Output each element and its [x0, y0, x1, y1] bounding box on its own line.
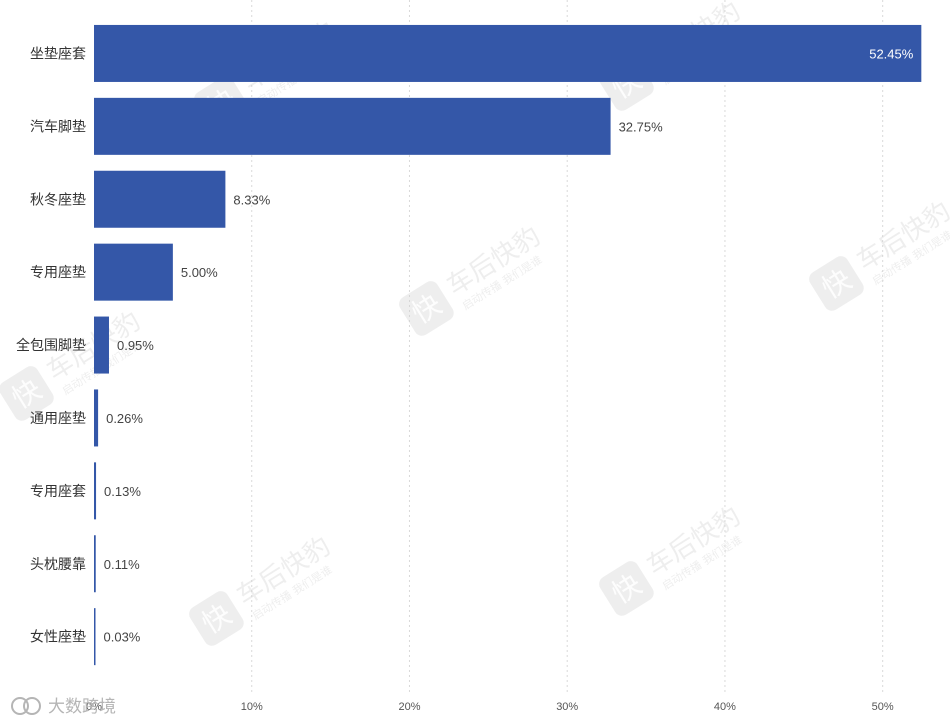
- watermark-logo-icon: [399, 281, 454, 336]
- category-label-8: 女性座垫: [30, 629, 86, 646]
- x-tick-label-2: 20%: [398, 701, 420, 713]
- bar-8: [94, 608, 96, 666]
- bar-1: [94, 97, 611, 155]
- footer-brand: 大数跨境: [11, 697, 116, 717]
- watermark-logo-icon: [189, 591, 244, 646]
- value-label-0: 52.45%: [869, 46, 914, 61]
- value-label-1: 32.75%: [619, 119, 664, 134]
- value-label-4: 0.95%: [117, 338, 154, 353]
- x-tick-label-3: 30%: [556, 701, 578, 713]
- category-label-7: 头枕腰靠: [30, 557, 86, 573]
- x-tick-label-4: 40%: [714, 701, 736, 713]
- category-label-4: 全包围脚垫: [16, 337, 86, 354]
- category-label-2: 秋冬座垫: [30, 192, 86, 208]
- x-axis-ticks: 0% 10% 20% 30% 40% 50%: [86, 701, 894, 713]
- brand-logo-icon: [11, 697, 41, 715]
- bar-7: [94, 535, 96, 593]
- bar-6: [94, 462, 97, 520]
- value-label-2: 8.33%: [233, 192, 270, 207]
- category-label-3: 专用座垫: [30, 265, 86, 281]
- bar-2: [94, 170, 226, 228]
- x-tick-label-1: 10%: [241, 701, 263, 713]
- bar-0: [94, 24, 922, 82]
- category-label-0: 坐垫座套: [30, 46, 86, 62]
- value-labels: 52.45% 32.75% 8.33% 5.00% 0.95% 0.26% 0.13% 0.1…: [104, 46, 914, 644]
- brand-text: 大数跨境: [48, 697, 116, 717]
- category-label-6: 专用座套: [30, 484, 86, 500]
- bar-4: [94, 316, 109, 374]
- value-label-8: 0.03%: [104, 630, 141, 645]
- watermark-logo-icon: [0, 366, 54, 421]
- value-label-5: 0.26%: [106, 411, 143, 426]
- bar-3: [94, 243, 173, 301]
- bar-5: [94, 389, 99, 447]
- value-label-7: 0.11%: [104, 557, 140, 572]
- value-label-6: 0.13%: [104, 484, 141, 499]
- bars: [94, 24, 922, 666]
- value-label-3: 5.00%: [181, 265, 218, 280]
- x-tick-label-0: 0%: [86, 701, 102, 713]
- x-tick-label-5: 50%: [872, 701, 894, 713]
- category-label-5: 通用座垫: [30, 411, 86, 427]
- watermark-logo-icon: [599, 561, 654, 616]
- watermark-logo-icon: [809, 256, 864, 311]
- category-label-1: 汽车脚垫: [30, 118, 86, 135]
